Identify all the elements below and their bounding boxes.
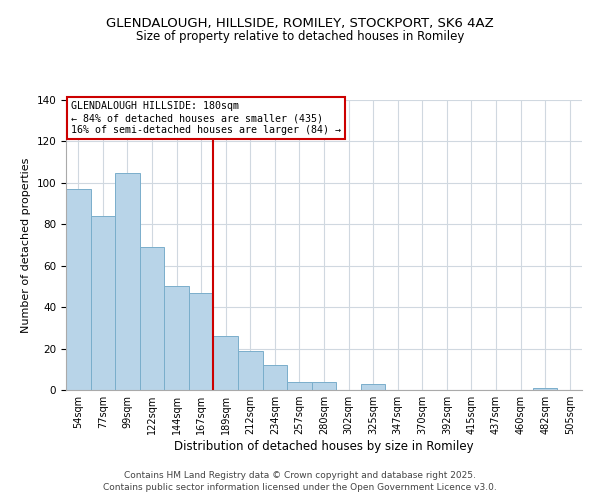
Bar	[91, 216, 115, 390]
Bar	[238, 350, 263, 390]
Text: GLENDALOUGH, HILLSIDE, ROMILEY, STOCKPORT, SK6 4AZ: GLENDALOUGH, HILLSIDE, ROMILEY, STOCKPOR…	[106, 18, 494, 30]
Bar	[189, 292, 214, 390]
Y-axis label: Number of detached properties: Number of detached properties	[21, 158, 31, 332]
Text: Contains HM Land Registry data © Crown copyright and database right 2025.: Contains HM Land Registry data © Crown c…	[124, 471, 476, 480]
Text: GLENDALOUGH HILLSIDE: 180sqm
← 84% of detached houses are smaller (435)
16% of s: GLENDALOUGH HILLSIDE: 180sqm ← 84% of de…	[71, 102, 341, 134]
Bar	[115, 172, 140, 390]
Bar	[533, 388, 557, 390]
X-axis label: Distribution of detached houses by size in Romiley: Distribution of detached houses by size …	[174, 440, 474, 453]
Bar	[214, 336, 238, 390]
Bar	[312, 382, 336, 390]
Bar	[263, 365, 287, 390]
Bar	[164, 286, 189, 390]
Bar	[287, 382, 312, 390]
Bar	[140, 247, 164, 390]
Text: Size of property relative to detached houses in Romiley: Size of property relative to detached ho…	[136, 30, 464, 43]
Bar	[361, 384, 385, 390]
Bar	[66, 189, 91, 390]
Text: Contains public sector information licensed under the Open Government Licence v3: Contains public sector information licen…	[103, 484, 497, 492]
